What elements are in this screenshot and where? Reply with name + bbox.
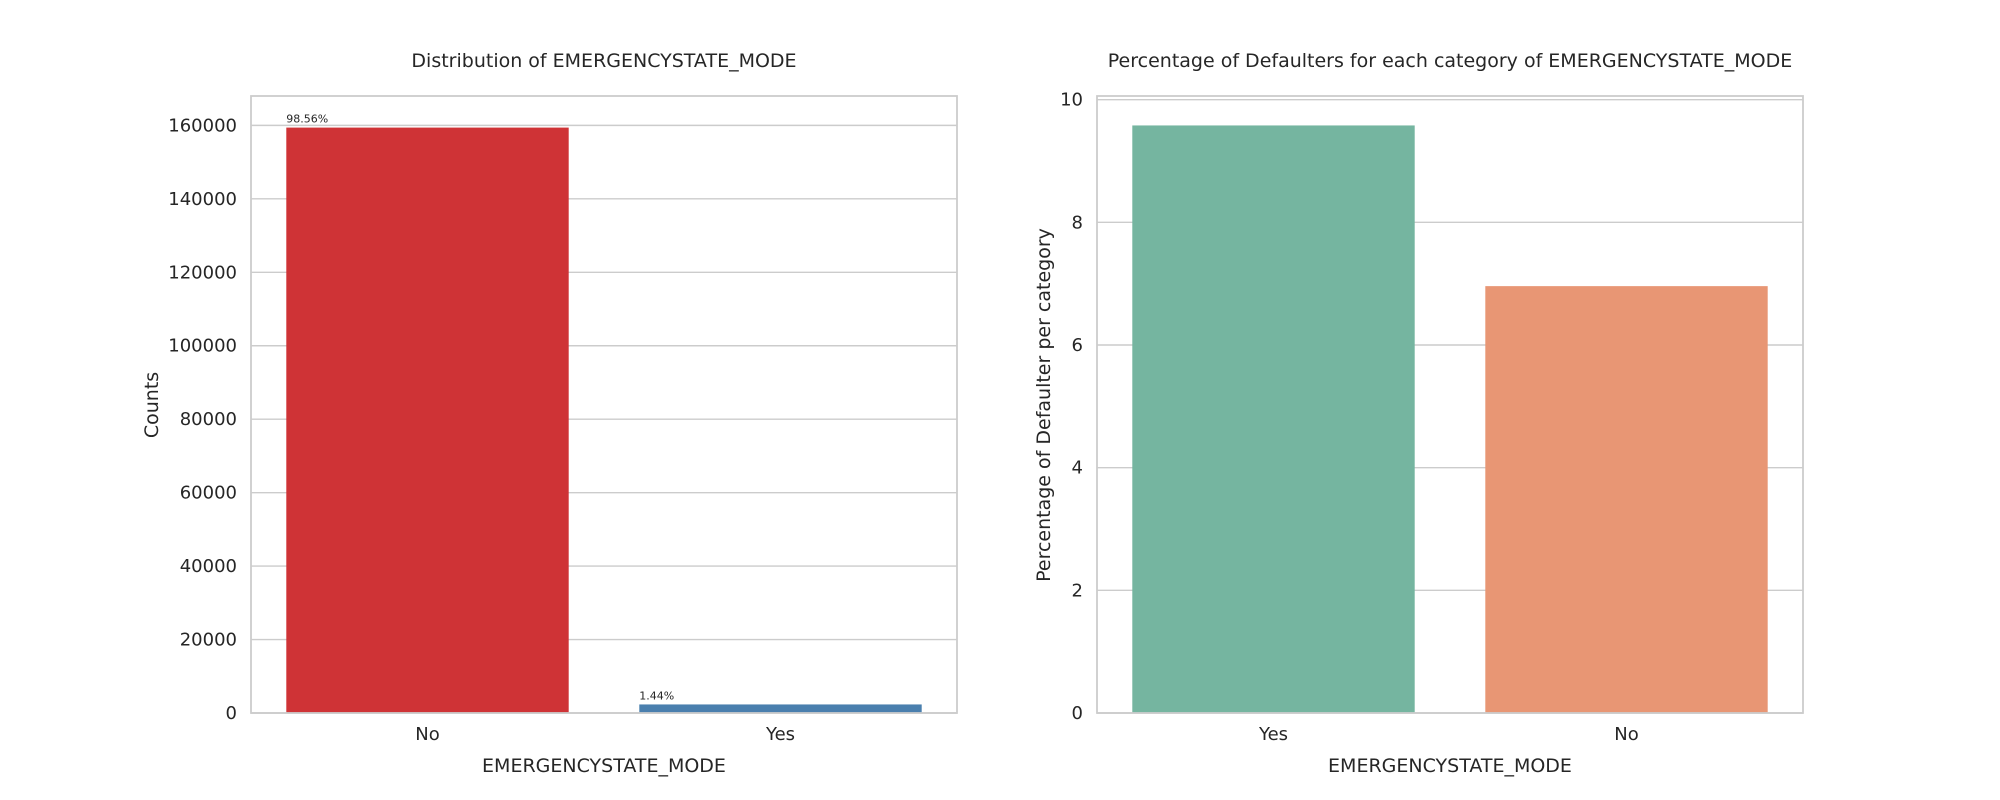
y-tick-label: 160000 bbox=[168, 115, 237, 136]
y-tick-label: 120000 bbox=[168, 262, 237, 283]
bar-no bbox=[1485, 286, 1768, 713]
defaulter-percentage-chart: Percentage of Defaulters for each catego… bbox=[1033, 50, 1804, 777]
y-tick-label: 20000 bbox=[180, 630, 237, 651]
y-tick-label: 40000 bbox=[180, 556, 237, 577]
x-tick-label: No bbox=[1614, 724, 1638, 745]
y-tick-label: 2 bbox=[1072, 580, 1083, 601]
y-tick-labels: 0 2 4 6 8 10 bbox=[1060, 90, 1083, 724]
chart-title: Percentage of Defaulters for each catego… bbox=[1108, 50, 1792, 72]
bar-yes bbox=[639, 704, 922, 713]
y-tick-labels: 0 20000 40000 60000 80000 100000 120000 140000 1… bbox=[168, 115, 237, 724]
x-tick-label: Yes bbox=[765, 724, 795, 745]
y-tick-label: 60000 bbox=[180, 483, 237, 504]
y-tick-label: 0 bbox=[226, 703, 237, 724]
y-axis-label: Counts bbox=[141, 372, 163, 438]
y-tick-label: 10 bbox=[1060, 90, 1083, 111]
bars bbox=[286, 127, 922, 713]
y-tick-label: 100000 bbox=[168, 336, 237, 357]
y-axis-label: Percentage of Defaulter per category bbox=[1033, 228, 1055, 582]
x-axis-label: EMERGENCYSTATE_MODE bbox=[1328, 755, 1572, 777]
chart-title: Distribution of EMERGENCYSTATE_MODE bbox=[411, 50, 796, 72]
y-tick-label: 6 bbox=[1072, 335, 1083, 356]
y-tick-label: 80000 bbox=[180, 409, 237, 430]
plot-frame bbox=[250, 95, 958, 714]
bar-yes bbox=[1132, 125, 1415, 714]
data-labels: 98.56% 1.44% bbox=[286, 113, 674, 703]
y-tick-label: 0 bbox=[1072, 703, 1083, 724]
bar-no bbox=[286, 127, 569, 713]
y-tick-label: 4 bbox=[1072, 458, 1083, 479]
x-tick-label: Yes bbox=[1258, 724, 1288, 745]
x-tick-labels: Yes No bbox=[1258, 724, 1639, 745]
x-tick-label: No bbox=[415, 724, 439, 745]
y-tick-label: 8 bbox=[1072, 212, 1083, 233]
bars bbox=[1132, 125, 1768, 714]
x-tick-labels: No Yes bbox=[415, 724, 795, 745]
data-label: 1.44% bbox=[639, 689, 674, 702]
plot-frame bbox=[1096, 95, 1804, 714]
y-tick-label: 140000 bbox=[168, 189, 237, 210]
distribution-chart: Distribution of EMERGENCYSTATE_MODE 98.5… bbox=[141, 50, 958, 777]
x-axis-label: EMERGENCYSTATE_MODE bbox=[482, 755, 726, 777]
data-label: 98.56% bbox=[286, 113, 328, 126]
